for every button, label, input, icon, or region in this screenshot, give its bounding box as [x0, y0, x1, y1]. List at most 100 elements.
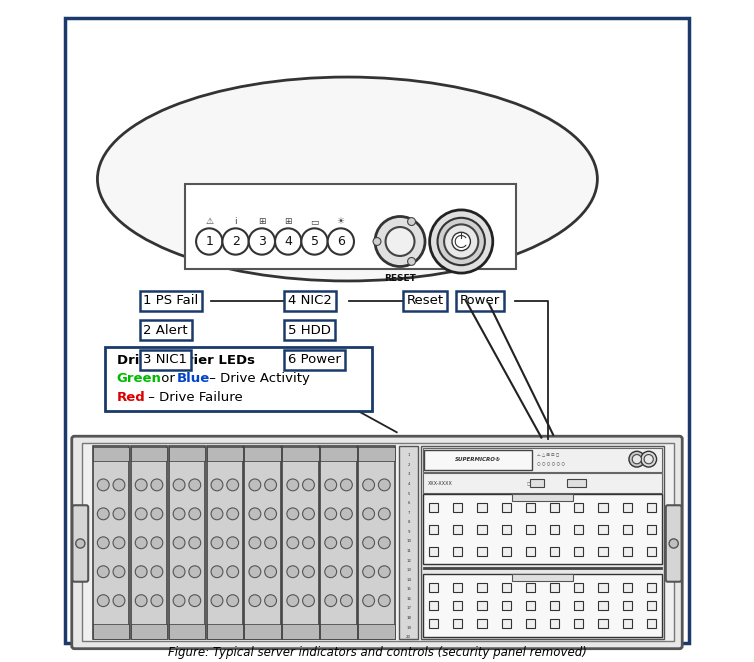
Circle shape: [188, 508, 201, 520]
Text: 11: 11: [406, 549, 411, 553]
Circle shape: [173, 537, 185, 549]
Bar: [623, 547, 632, 555]
Text: – Drive Activity: – Drive Activity: [204, 373, 310, 385]
Bar: [501, 601, 510, 610]
Text: 8: 8: [407, 520, 410, 524]
Bar: [429, 583, 438, 592]
Circle shape: [375, 216, 425, 267]
Circle shape: [385, 227, 415, 256]
Bar: [647, 619, 656, 628]
Bar: [501, 547, 510, 555]
Circle shape: [287, 479, 299, 491]
Circle shape: [97, 594, 109, 606]
Bar: [477, 547, 486, 555]
FancyBboxPatch shape: [72, 436, 682, 649]
Circle shape: [644, 455, 653, 464]
Text: 3: 3: [407, 473, 410, 477]
Circle shape: [452, 232, 470, 251]
Bar: [526, 524, 535, 534]
Bar: [477, 619, 486, 628]
Bar: [599, 583, 608, 592]
Circle shape: [211, 566, 223, 578]
Circle shape: [669, 539, 679, 548]
Circle shape: [302, 566, 314, 578]
Circle shape: [287, 594, 299, 606]
Circle shape: [249, 508, 261, 520]
Circle shape: [302, 228, 328, 255]
Circle shape: [341, 566, 352, 578]
Circle shape: [173, 566, 185, 578]
FancyBboxPatch shape: [320, 448, 357, 461]
Bar: [526, 619, 535, 628]
Circle shape: [151, 508, 163, 520]
Circle shape: [341, 594, 352, 606]
Bar: [429, 619, 438, 628]
Circle shape: [211, 594, 223, 606]
Circle shape: [188, 566, 201, 578]
Circle shape: [341, 537, 352, 549]
FancyBboxPatch shape: [93, 446, 130, 639]
Text: – Drive Failure: – Drive Failure: [144, 391, 243, 404]
FancyBboxPatch shape: [169, 448, 205, 461]
Bar: [453, 583, 462, 592]
Circle shape: [287, 566, 299, 578]
Circle shape: [379, 537, 391, 549]
Circle shape: [265, 537, 277, 549]
Text: 4: 4: [284, 235, 292, 248]
Circle shape: [135, 508, 147, 520]
Bar: [429, 502, 438, 512]
Bar: [526, 583, 535, 592]
Circle shape: [151, 537, 163, 549]
Bar: [647, 547, 656, 555]
FancyBboxPatch shape: [358, 448, 395, 461]
Bar: [477, 601, 486, 610]
Text: 19: 19: [406, 626, 411, 630]
Circle shape: [211, 479, 223, 491]
Circle shape: [97, 508, 109, 520]
Circle shape: [325, 566, 336, 578]
FancyBboxPatch shape: [169, 624, 205, 639]
Bar: [574, 619, 584, 628]
Circle shape: [430, 210, 493, 273]
Circle shape: [188, 537, 201, 549]
FancyBboxPatch shape: [130, 448, 167, 461]
Bar: [453, 601, 462, 610]
FancyBboxPatch shape: [512, 494, 573, 500]
Circle shape: [302, 508, 314, 520]
Circle shape: [265, 594, 277, 606]
Circle shape: [211, 508, 223, 520]
Text: 1: 1: [205, 235, 213, 248]
Circle shape: [113, 594, 125, 606]
Circle shape: [444, 224, 478, 259]
FancyBboxPatch shape: [358, 624, 395, 639]
Circle shape: [408, 218, 415, 226]
Text: or: or: [158, 373, 179, 385]
Text: 15: 15: [406, 587, 411, 591]
Circle shape: [275, 228, 302, 255]
Bar: [566, 479, 587, 487]
Circle shape: [173, 508, 185, 520]
Text: Figure: Typical server indicators and controls (security panel removed): Figure: Typical server indicators and co…: [167, 646, 587, 659]
FancyBboxPatch shape: [320, 624, 357, 639]
Circle shape: [173, 594, 185, 606]
Bar: [599, 502, 608, 512]
Circle shape: [227, 566, 238, 578]
Circle shape: [75, 539, 85, 548]
Circle shape: [227, 508, 238, 520]
Circle shape: [222, 228, 249, 255]
Circle shape: [302, 537, 314, 549]
Circle shape: [249, 566, 261, 578]
FancyBboxPatch shape: [282, 624, 319, 639]
Bar: [623, 619, 632, 628]
Bar: [453, 502, 462, 512]
Bar: [550, 601, 559, 610]
Ellipse shape: [97, 77, 597, 281]
Circle shape: [325, 594, 336, 606]
Text: Green: Green: [117, 373, 161, 385]
Text: Red: Red: [117, 391, 146, 404]
Circle shape: [135, 537, 147, 549]
Bar: [501, 524, 510, 534]
Bar: [453, 547, 462, 555]
FancyBboxPatch shape: [130, 624, 167, 639]
Text: 18: 18: [406, 616, 411, 620]
